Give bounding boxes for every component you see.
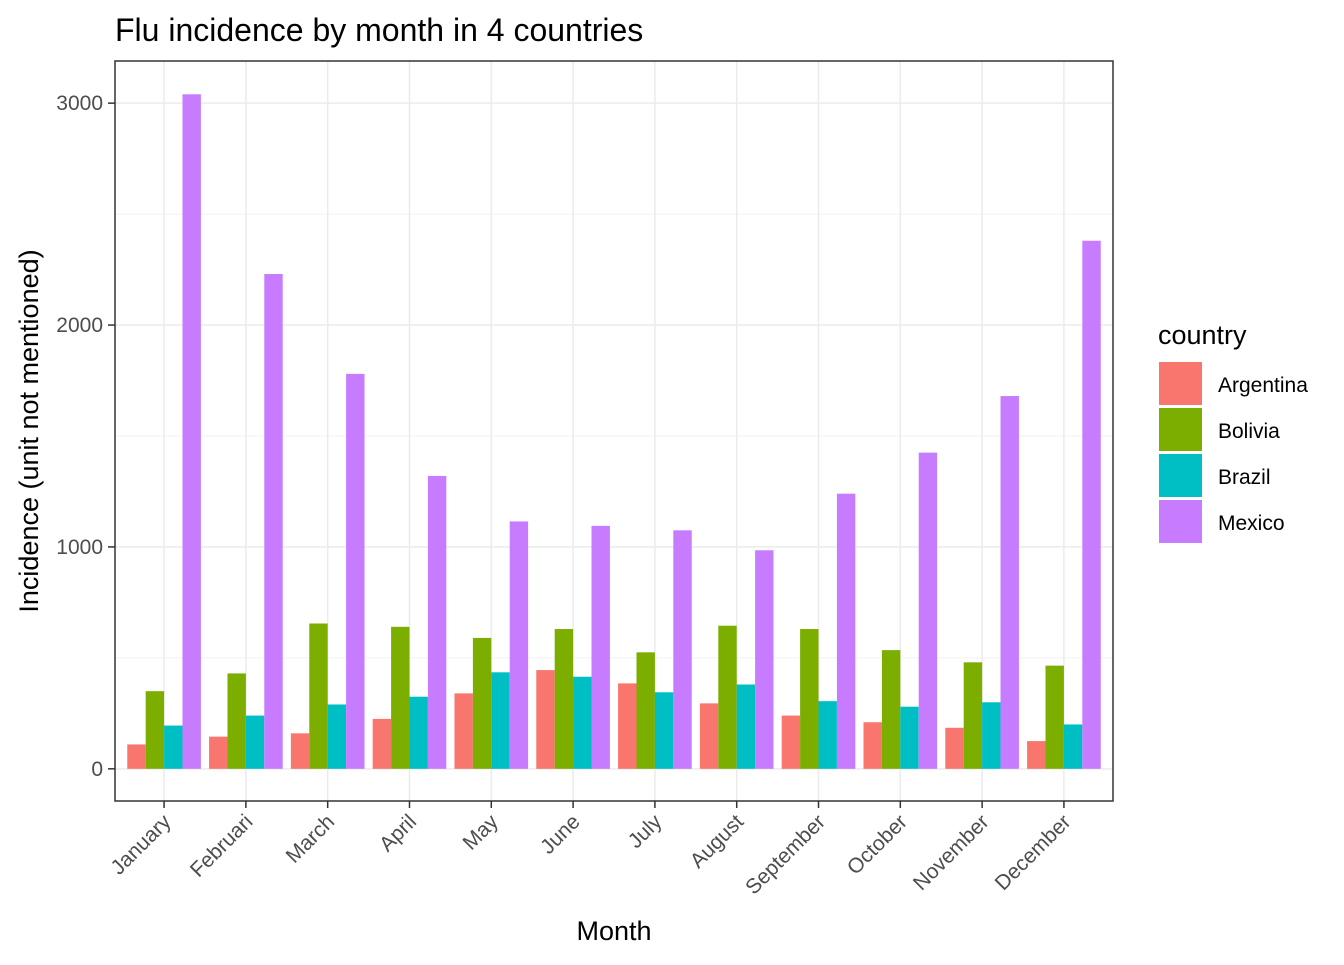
legend-key-mexico	[1159, 500, 1202, 543]
bar-argentina-november	[945, 727, 964, 769]
bar-argentina-april	[372, 718, 392, 769]
x-tick-label: May	[459, 810, 504, 855]
bar-bolivia-april	[391, 626, 410, 769]
bar-mexico-march	[346, 373, 365, 769]
bar-mexico-january	[182, 94, 201, 769]
y-tick-label: 1000	[56, 536, 103, 559]
bar-argentina-june	[536, 670, 555, 769]
bar-mexico-july	[673, 530, 692, 769]
x-tick-label: November	[909, 810, 994, 895]
bar-brazil-june	[573, 676, 592, 769]
x-tick-label: Februari	[186, 810, 258, 882]
bar-mexico-june	[591, 525, 610, 769]
bar-argentina-may	[454, 693, 473, 769]
x-tick-label: December	[991, 810, 1076, 895]
bar-bolivia-october	[881, 650, 901, 769]
x-tick-label: October	[843, 810, 912, 879]
y-tick-label: 2000	[56, 314, 103, 337]
bar-brazil-november	[982, 702, 1001, 769]
bar-bolivia-may	[472, 637, 492, 769]
legend-key-bolivia	[1159, 408, 1202, 451]
bar-bolivia-march	[309, 623, 328, 769]
bar-bolivia-december	[1045, 665, 1064, 769]
legend-key-brazil	[1159, 454, 1202, 497]
bar-brazil-februari	[245, 715, 265, 769]
bar-argentina-september	[781, 715, 801, 769]
legend-key-argentina	[1159, 362, 1202, 405]
x-tick-label: April	[375, 810, 421, 856]
bar-mexico-october	[918, 452, 938, 769]
y-axis: 0 1000 2000 3000	[56, 92, 115, 781]
bar-argentina-december	[1027, 741, 1046, 769]
chart-title: Flu incidence by month in 4 countries	[115, 12, 643, 48]
y-axis-title: Incidence (unit not mentioned)	[14, 249, 44, 612]
legend-label: Brazil	[1218, 466, 1271, 489]
bar-brazil-may	[491, 672, 510, 769]
bar-argentina-january	[127, 744, 146, 769]
y-tick-label: 0	[91, 758, 103, 781]
bar-argentina-july	[618, 683, 637, 769]
bar-brazil-july	[654, 692, 674, 769]
bar-brazil-december	[1063, 724, 1083, 769]
bar-bolivia-februari	[227, 673, 246, 769]
bar-brazil-october	[900, 706, 919, 769]
bar-mexico-april	[427, 475, 447, 769]
bar-bolivia-september	[800, 629, 819, 769]
y-tick-label: 3000	[56, 92, 103, 115]
bar-mexico-november	[1000, 396, 1019, 769]
bar-brazil-january	[164, 725, 183, 769]
x-tick-label: January	[107, 810, 176, 879]
bar-bolivia-august	[718, 625, 737, 769]
x-tick-label: September	[741, 810, 830, 899]
bars	[127, 94, 1101, 769]
bar-argentina-october	[863, 722, 882, 769]
bar-bolivia-january	[145, 691, 165, 769]
x-axis: January Februari March April May June July Augu…	[107, 801, 1076, 899]
bar-mexico-september	[836, 493, 856, 769]
bar-mexico-december	[1082, 240, 1101, 769]
bar-bolivia-july	[636, 652, 655, 769]
legend-label: Argentina	[1218, 374, 1308, 397]
x-tick-label: June	[536, 810, 584, 858]
bar-argentina-march	[290, 733, 310, 769]
legend-label: Bolivia	[1218, 420, 1280, 443]
legend-title: country	[1158, 320, 1247, 350]
bar-brazil-september	[818, 701, 837, 769]
x-tick-label: July	[624, 810, 667, 853]
bar-brazil-march	[327, 704, 347, 769]
bar-mexico-februari	[264, 274, 283, 769]
x-tick-label: March	[282, 810, 340, 868]
x-tick-label: August	[686, 810, 749, 873]
legend-label: Mexico	[1218, 512, 1285, 535]
plot-panel-border	[114, 60, 1114, 802]
bar-argentina-august	[699, 703, 719, 769]
bar-bolivia-june	[554, 629, 574, 769]
bar-mexico-may	[509, 521, 529, 769]
bar-brazil-april	[409, 696, 428, 769]
bar-brazil-august	[736, 684, 756, 769]
bar-mexico-august	[755, 550, 774, 769]
bar-bolivia-november	[963, 662, 983, 769]
x-axis-title: Month	[576, 916, 651, 946]
legend: country Argentina Bolivia Brazil Mexico	[1158, 320, 1308, 543]
bar-argentina-februari	[209, 736, 228, 769]
